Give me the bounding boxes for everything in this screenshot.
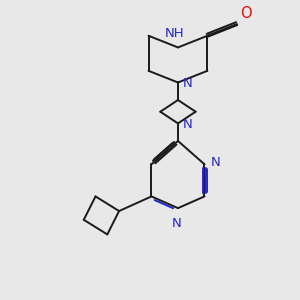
Text: N: N bbox=[182, 118, 192, 131]
Text: O: O bbox=[240, 6, 251, 21]
Text: N: N bbox=[210, 156, 220, 169]
Text: N: N bbox=[172, 217, 182, 230]
Text: N: N bbox=[182, 77, 192, 91]
Text: NH: NH bbox=[165, 27, 185, 40]
